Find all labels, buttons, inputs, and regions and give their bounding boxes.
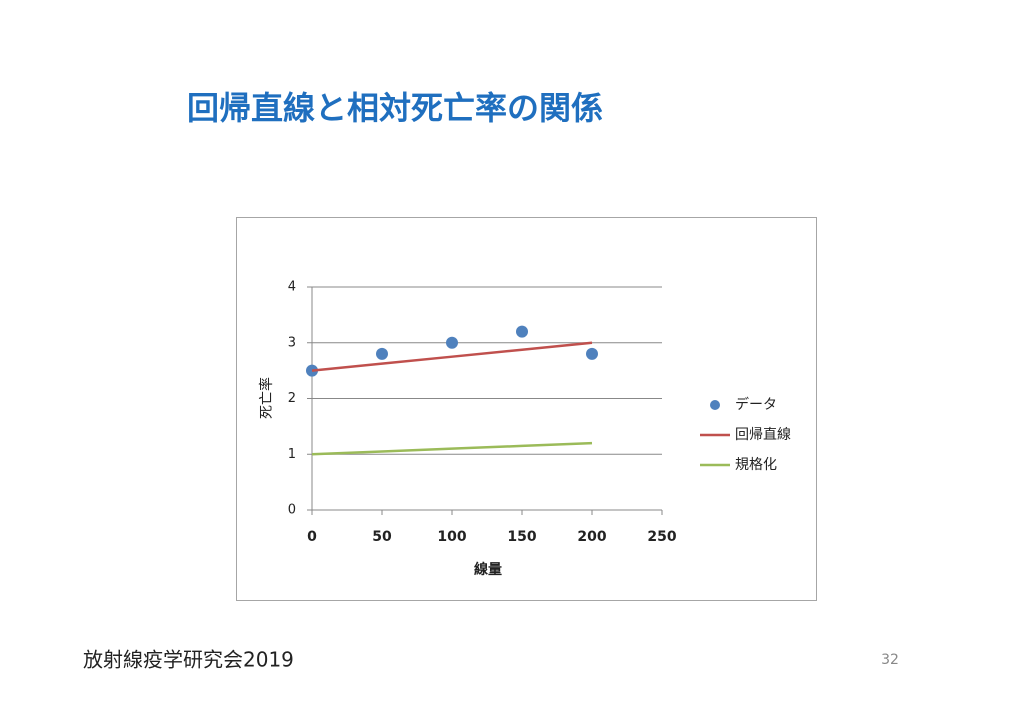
y-tick-label: 0 [288,503,296,518]
data-point [516,325,528,338]
series-line [311,341,593,372]
y-tick-label: 2 [288,391,296,406]
y-tick-label: 4 [288,280,296,295]
x-tick-label: 0 [307,529,317,545]
chart-frame [236,217,817,601]
y-axis-label: 死亡率 [258,377,275,419]
x-tick-label: 250 [647,529,676,545]
data-point [376,347,388,360]
x-tick-label: 150 [507,529,536,545]
x-axis-label: 線量 [474,561,502,578]
data-point [446,336,458,349]
x-tick-label: 50 [372,529,392,545]
series-line [311,441,593,456]
slide-title: 回帰直線と相対死亡率の関係 [187,89,603,127]
legend-label: データ [735,396,777,413]
legend-marker [710,400,720,410]
data-point [586,347,598,360]
page-number: 32 [881,652,899,668]
y-tick-label: 3 [288,335,296,350]
legend-label: 回帰直線 [735,426,791,443]
y-tick-label: 1 [288,447,296,462]
x-tick-label: 100 [437,529,466,545]
footer: 放射線疫学研究会2019 [83,648,294,672]
legend-label: 規格化 [735,457,777,473]
x-tick-label: 200 [577,529,606,545]
